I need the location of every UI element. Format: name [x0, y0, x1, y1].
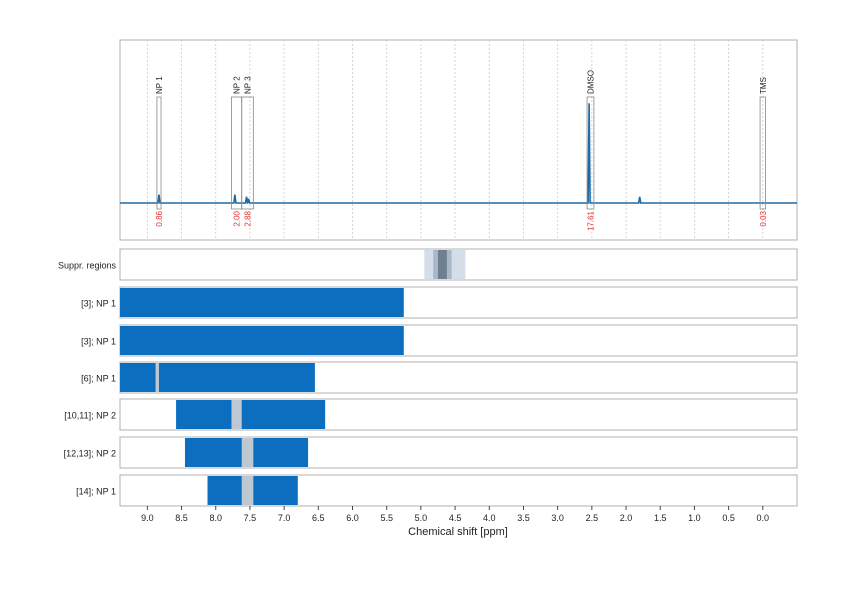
- track: [12,13]; NP 2: [64, 436, 798, 469]
- integration-box: [156, 96, 162, 210]
- x-axis-label: Chemical shift [ppm]: [408, 526, 508, 538]
- integration-box: [759, 96, 766, 210]
- track-bar: [120, 363, 315, 392]
- track-bar: [120, 288, 404, 317]
- x-tick-label: 7.0: [278, 513, 291, 523]
- integral-value: 2.88: [244, 210, 253, 226]
- integration-box: [241, 96, 254, 210]
- x-tick-label: 9.0: [141, 513, 154, 523]
- annotation-label: NP 3: [244, 76, 253, 94]
- track: [3]; NP 1: [81, 286, 798, 319]
- track-gap: [241, 438, 254, 467]
- x-tick-label: 4.5: [449, 513, 462, 523]
- x-tick-label: 1.5: [654, 513, 667, 523]
- x-tick-label: 5.5: [380, 513, 393, 523]
- x-tick-label: 2.0: [620, 513, 633, 523]
- x-tick-label: 3.5: [517, 513, 530, 523]
- track-bar: [437, 250, 447, 279]
- spectrum-frame: [119, 39, 798, 241]
- x-tick-label: 2.5: [586, 513, 599, 523]
- track: [3]; NP 1: [81, 324, 798, 357]
- track: [10,11]; NP 2: [64, 398, 798, 431]
- x-tick-label: 5.0: [415, 513, 428, 523]
- integral-value: 0.86: [155, 210, 164, 226]
- integration-box: [586, 96, 595, 210]
- track-label: [3]; NP 1: [81, 337, 116, 347]
- track-label: [10,11]; NP 2: [64, 411, 116, 421]
- track-label: [6]; NP 1: [81, 374, 116, 384]
- track-gap: [155, 363, 159, 392]
- integral-value: 2.00: [233, 210, 242, 226]
- annotation-label: NP 2: [233, 76, 242, 94]
- track-gap: [241, 476, 254, 505]
- x-tick-label: 4.0: [483, 513, 496, 523]
- x-tick-label: 6.5: [312, 513, 325, 523]
- track-label: [12,13]; NP 2: [64, 449, 116, 459]
- region-tracks: Suppr. regions [3]; NP 1 [3]; NP 1 [6]; NP …: [58, 248, 798, 507]
- track-label: [3]; NP 1: [81, 299, 116, 309]
- x-tick-label: 0.0: [757, 513, 770, 523]
- track-gap: [231, 400, 242, 429]
- integral-value: 17.61: [586, 210, 595, 231]
- track-label: Suppr. regions: [58, 261, 117, 271]
- x-tick-label: 8.0: [209, 513, 222, 523]
- spectrum-panel: NP 1 0.86 NP 2 2.00 NP 3 2.88 DMSO 17.61 TMS 0.03: [119, 39, 798, 241]
- annotation-label: NP 1: [155, 76, 164, 94]
- track: [6]; NP 1: [81, 361, 798, 394]
- x-tick-label: 6.0: [346, 513, 359, 523]
- x-tick-label: 0.5: [722, 513, 735, 523]
- x-tick-label: 7.5: [244, 513, 257, 523]
- x-axis: 9.0 8.5 8.0 7.5 7.0 6.5 6.0 5.5 5.0 4.5 4.0 3.5 3.0 2…: [141, 506, 769, 523]
- track-bar: [176, 400, 326, 429]
- track: [14]; NP 1: [76, 474, 798, 507]
- track-bar: [120, 326, 404, 355]
- annotation-label: TMS: [759, 77, 768, 94]
- track-label: [14]; NP 1: [76, 487, 116, 497]
- integral-value: 0.03: [759, 210, 768, 226]
- spectrum-line: [120, 103, 797, 204]
- x-tick-label: 8.5: [175, 513, 188, 523]
- x-tick-label: 1.0: [688, 513, 701, 523]
- track: Suppr. regions: [58, 248, 798, 281]
- annotation-label: DMSO: [586, 70, 595, 94]
- x-tick-label: 3.0: [551, 513, 564, 523]
